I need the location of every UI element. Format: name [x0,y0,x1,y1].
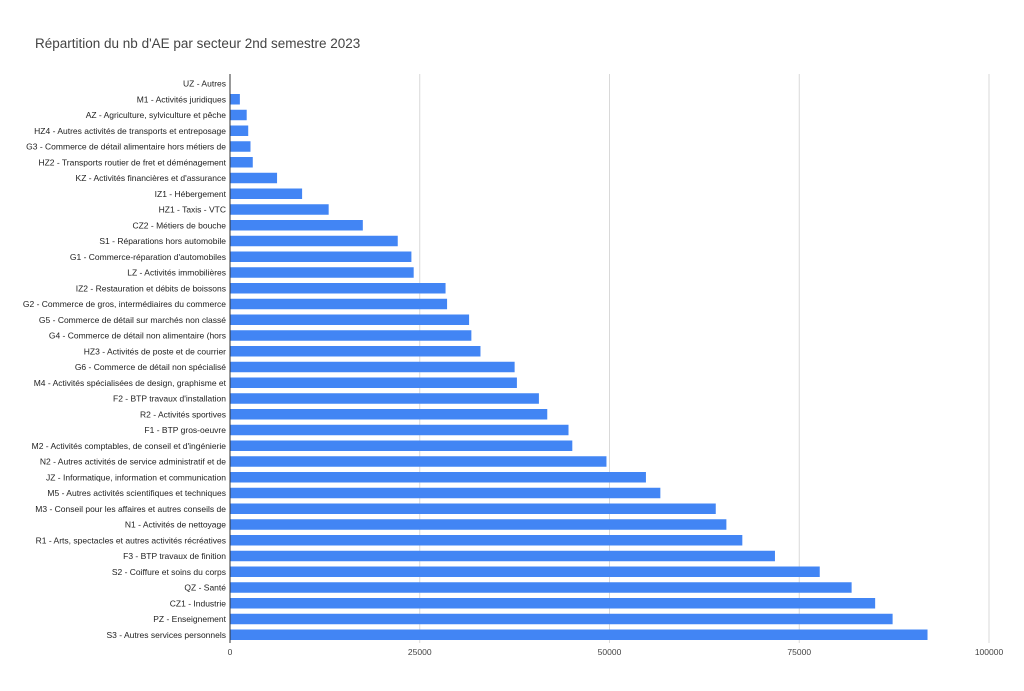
category-label: UZ - Autres [183,79,226,89]
category-label: S3 - Autres services personnels [106,630,226,640]
chart-title: Répartition du nb d'AE par secteur 2nd s… [35,36,361,51]
category-label: R1 - Arts, spectacles et autres activité… [36,535,226,545]
bar [230,519,727,530]
category-label: F3 - BTP travaux de finition [123,551,226,561]
category-label: N2 - Autres activités de service adminis… [40,457,226,467]
x-tick-label: 50000 [598,647,622,657]
category-label: F2 - BTP travaux d'installation [113,394,226,404]
category-label: PZ - Enseignement [153,614,226,624]
category-label: CZ1 - Industrie [170,598,226,608]
bar [230,456,607,467]
bar [230,613,893,625]
category-label: N1 - Activités de nettoyage [125,520,226,530]
bar [230,157,253,168]
bar [230,172,278,184]
category-label: CZ2 - Métiers de bouche [132,220,226,230]
bar [230,346,481,357]
category-label: G2 - Commerce de gros, intermédiaires du… [23,299,226,309]
category-label: S2 - Coiffure et soins du corps [112,567,226,577]
x-tick-label: 25000 [408,647,432,657]
bar [230,94,240,105]
bar [230,235,398,247]
category-label: IZ2 - Restauration et débits de boissons [76,283,226,293]
category-label: HZ4 - Autres activités de transports et … [34,126,226,136]
bar [230,503,716,514]
bar [230,283,446,294]
bar [230,424,569,436]
category-label: IZ1 - Hébergement [155,189,227,199]
category-label: M5 - Autres activités scientifiques et t… [47,488,226,498]
bar [230,188,303,199]
bar [230,598,876,609]
category-label: HZ2 - Transports routier de fret et démé… [38,157,226,167]
bar [230,314,470,325]
bar [230,330,472,341]
category-label: KZ - Activités financières et d'assuranc… [76,173,227,183]
bar [230,251,412,262]
category-label: QZ - Santé [184,583,226,593]
bar [230,298,448,310]
category-label: M1 - Activités juridiques [137,94,226,104]
bar [230,472,646,483]
category-label: G6 - Commerce de détail non spécialisé [75,362,226,372]
category-label: AZ - Agriculture, sylviculture et pêche [86,110,227,120]
category-label: G4 - Commerce de détail non alimentaire … [49,331,226,341]
bar [230,582,852,593]
bar [230,141,251,152]
category-label: M3 - Conseil pour les affaires et autres… [35,504,226,514]
bar [230,629,928,640]
x-tick-label: 0 [228,647,233,657]
x-tick-label: 75000 [787,647,811,657]
bar [230,409,548,420]
bar [230,204,329,215]
bar [230,361,515,373]
category-label: R2 - Activités sportives [140,409,226,419]
category-label: M4 - Activités spécialisées de design, g… [34,378,227,388]
bar [230,393,539,404]
bar [230,267,414,278]
category-label: M2 - Activités comptables, de conseil et… [32,441,227,451]
category-label: G3 - Commerce de détail alimentaire hors… [26,142,226,152]
x-tick-label: 100000 [975,647,1004,657]
bar [230,220,363,231]
bar [230,566,820,577]
category-label: G1 - Commerce-réparation d'automobiles [70,252,226,262]
category-label: LZ - Activités immobilières [127,268,226,278]
bar [230,377,517,388]
category-label: S1 - Réparations hors automobile [99,236,226,246]
bar [230,125,249,136]
bar [230,487,661,499]
category-label: HZ3 - Activités de poste et de courrier [84,346,226,356]
category-label: HZ1 - Taxis - VTC [159,205,226,215]
category-label: JZ - Informatique, information et commun… [46,472,226,482]
bar [230,535,743,546]
bar [230,440,573,451]
bar [230,550,775,562]
category-label: F1 - BTP gros-oeuvre [144,425,226,435]
category-label: G5 - Commerce de détail sur marchés non … [39,315,226,325]
bar [230,109,247,121]
